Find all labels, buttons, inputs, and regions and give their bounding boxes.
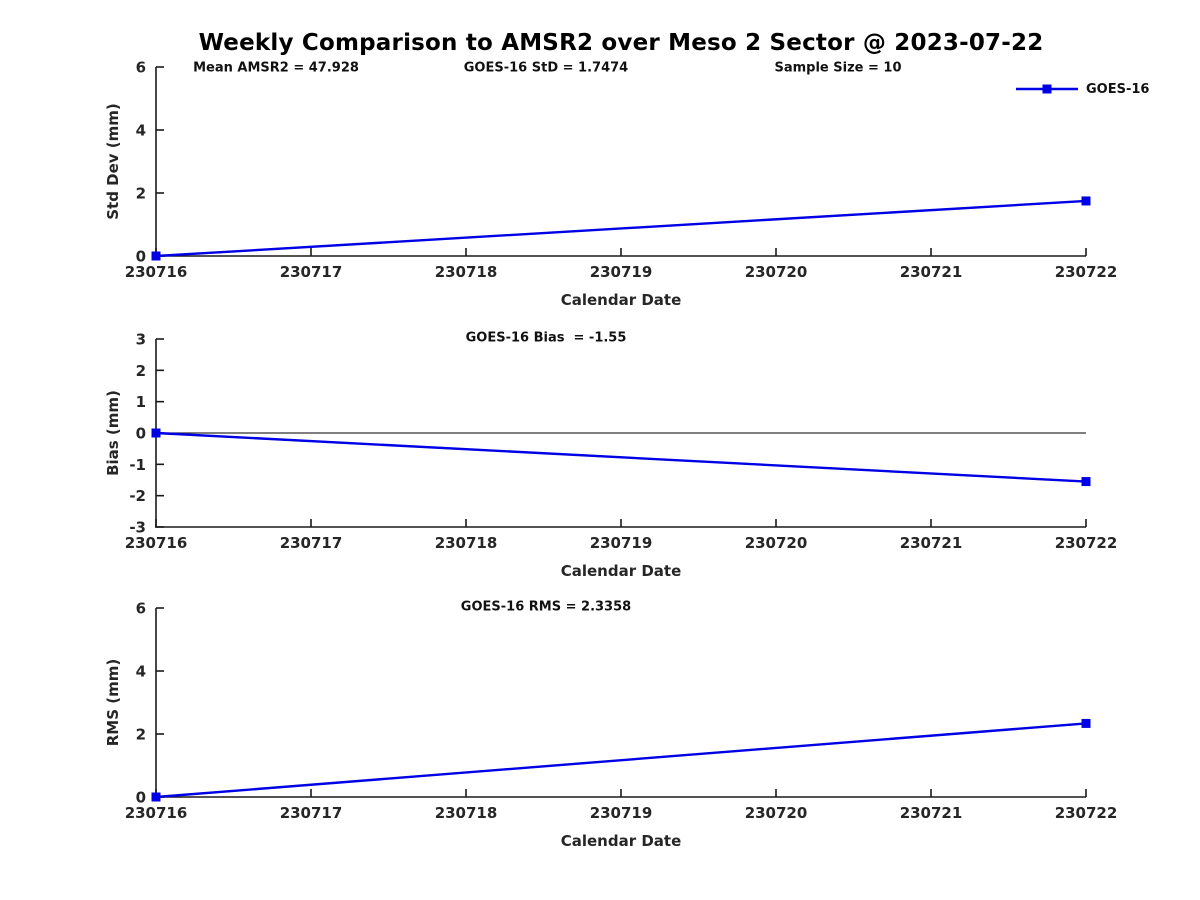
y-tick-label: 0 (136, 248, 146, 266)
subplot-rms: 0 2 4 6 230716 230717 230718 230719 230720 230721… (104, 600, 1117, 851)
legend-square-marker-icon (1042, 84, 1052, 94)
y-tick-label: 3 (136, 331, 146, 349)
data-point-marker (1081, 196, 1091, 206)
x-tick-label: 230720 (745, 263, 808, 281)
x-tick-label: 230719 (590, 804, 653, 822)
x-tick-label: 230720 (745, 804, 808, 822)
y-axis-label: Std Dev (mm) (104, 103, 122, 220)
x-axis-label: Calendar Date (561, 562, 682, 580)
y-tick-label: 2 (136, 362, 146, 380)
y-tick-label: -2 (129, 487, 146, 505)
y-tick-label: 6 (136, 59, 146, 77)
goes-16-line (155, 431, 1087, 483)
x-tick-label: 230717 (280, 804, 343, 822)
goes-16-line (155, 722, 1087, 799)
x-tick-label: 230722 (1055, 534, 1118, 552)
x-tick-label: 230719 (590, 534, 653, 552)
data-point-marker (151, 428, 161, 438)
x-axis-label: Calendar Date (561, 291, 682, 309)
data-point-marker (151, 251, 161, 261)
annotation-goes16-bias: GOES-16 Bias = -1.55 (465, 330, 627, 346)
annotation-sample-size: Sample Size = 10 (774, 60, 902, 76)
x-tick-label: 230722 (1055, 804, 1118, 822)
data-point-marker (1081, 718, 1091, 728)
annotation-goes16-std: GOES-16 StD = 1.7474 (463, 60, 629, 76)
x-tick-label: 230718 (435, 263, 498, 281)
subplot-bias: -3 -2 -1 0 1 2 3 230716 230717 230718 230719 230720… (104, 331, 1117, 581)
subplot-stddev: 0 2 4 6 230716 230717 230718 230719 230720 230721… (104, 59, 1117, 310)
legend: GOES-16 (1015, 80, 1149, 98)
y-axis-label: RMS (mm) (104, 659, 122, 746)
legend-label: GOES-16 (1086, 81, 1150, 97)
x-tick-label: 230716 (125, 263, 188, 281)
x-tick-label: 230721 (900, 804, 963, 822)
y-tick-label: -3 (129, 519, 146, 537)
goes-16-line (155, 199, 1087, 258)
x-tick-label: 230716 (125, 534, 188, 552)
legend-line-sample (1016, 84, 1078, 94)
y-tick-label: 6 (136, 600, 146, 618)
x-tick-label: 230717 (280, 534, 343, 552)
y-axis-label: Bias (mm) (104, 390, 122, 476)
y-tick-label: 2 (136, 726, 146, 744)
y-tick-label: 4 (136, 122, 146, 140)
data-point-marker (1081, 477, 1091, 487)
x-tick-label: 230717 (280, 263, 343, 281)
y-tick-label: 0 (136, 425, 146, 443)
x-tick-label: 230719 (590, 263, 653, 281)
figure-title: Weekly Comparison to AMSR2 over Meso 2 S… (198, 30, 1044, 56)
data-point-marker (151, 792, 161, 802)
y-tick-label: 4 (136, 663, 146, 681)
x-tick-label: 230720 (745, 534, 808, 552)
x-tick-label: 230718 (435, 534, 498, 552)
x-axis-label: Calendar Date (561, 832, 682, 850)
annotation-goes16-rms: GOES-16 RMS = 2.3358 (460, 599, 632, 615)
x-tick-label: 230721 (900, 263, 963, 281)
x-tick-label: 230721 (900, 534, 963, 552)
annotation-mean-amsr2: Mean AMSR2 = 47.928 (193, 60, 359, 76)
x-tick-label: 230718 (435, 804, 498, 822)
x-tick-label: 230716 (125, 804, 188, 822)
y-tick-label: -1 (129, 456, 146, 474)
y-tick-label: 0 (136, 789, 146, 807)
x-tick-label: 230722 (1055, 263, 1118, 281)
y-tick-label: 1 (136, 393, 146, 411)
y-tick-label: 2 (136, 185, 146, 203)
